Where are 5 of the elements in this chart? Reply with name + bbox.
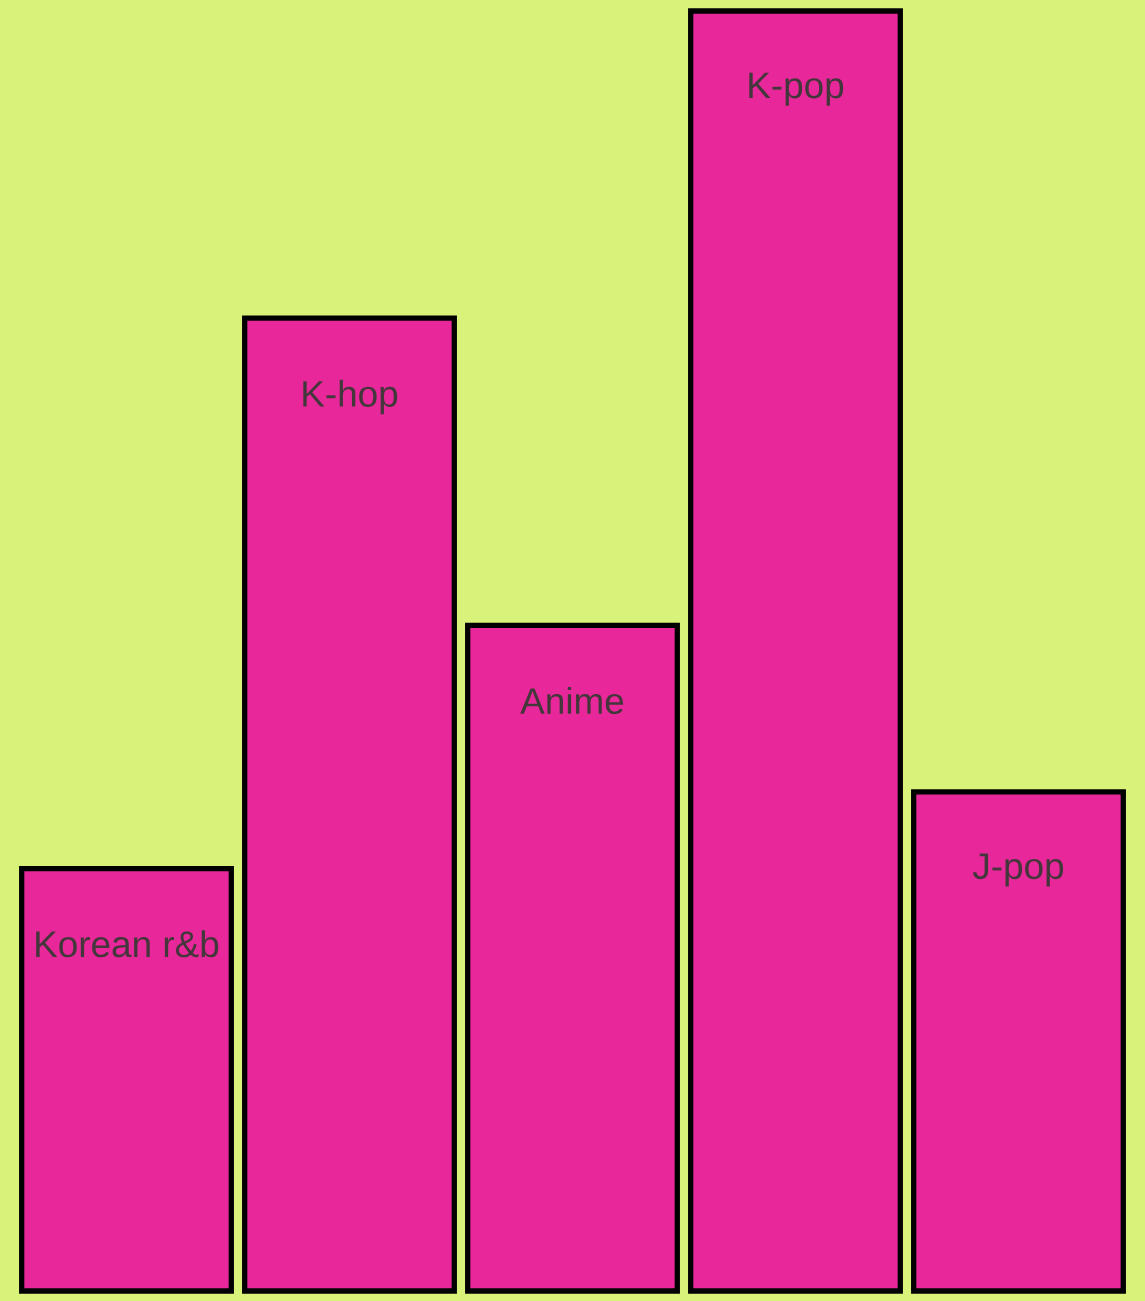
x-tick-label: J-pop (972, 853, 1064, 887)
x-tick-label: K-pop (749, 72, 844, 106)
x-tick-label: Korean r&b (36, 930, 219, 958)
x-tick-label: Anime (520, 687, 624, 715)
x-tick-label: K-hop (303, 379, 398, 415)
